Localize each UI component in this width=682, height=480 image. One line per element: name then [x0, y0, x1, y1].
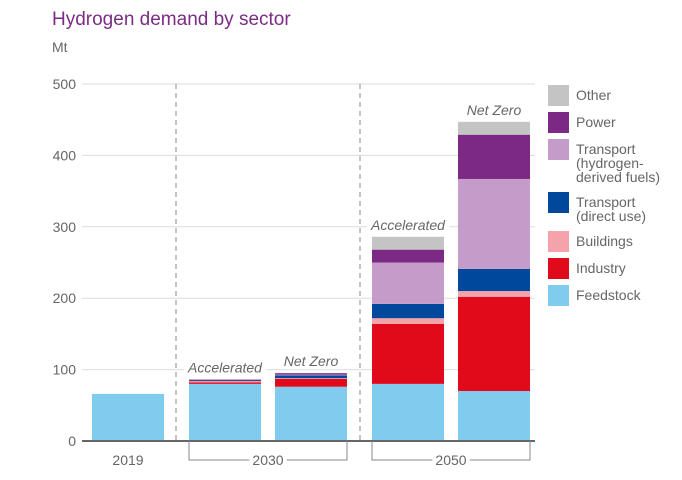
legend-label: Buildings	[576, 233, 633, 249]
scenario-label-bg	[184, 359, 267, 376]
bar-segment-other	[372, 236, 444, 250]
y-tick-label: 100	[53, 362, 77, 378]
bar-segment-transport-hydrogen-derived-fuels	[372, 262, 444, 304]
legend-swatch	[548, 258, 569, 279]
y-tick-label: 500	[53, 76, 77, 92]
legend-swatch	[548, 139, 569, 160]
bar-segment-power	[189, 379, 261, 381]
bar-segment-transport-hydrogen-derived-fuels	[458, 178, 530, 269]
y-axis-unit: Mt	[52, 39, 68, 55]
scenario-label: Accelerated	[187, 360, 263, 376]
bar-segment-transport-direct-use	[189, 380, 261, 382]
legend-label: Power	[576, 114, 616, 130]
chart-title: Hydrogen demand by sector	[52, 9, 291, 30]
bar-segment-power	[372, 249, 444, 263]
bar-segment-buildings	[275, 378, 347, 379]
bar-segment-other	[458, 121, 530, 135]
y-tick-label: 0	[68, 433, 76, 449]
scenario-label: Accelerated	[370, 217, 446, 233]
legend-label: Transport	[576, 194, 636, 210]
scenario-label-bg	[367, 216, 450, 233]
legend-label: (direct use)	[576, 208, 646, 224]
bar-segment-power	[458, 134, 530, 179]
x-category-label: 2030	[252, 452, 283, 468]
scenario-label-bg	[280, 353, 342, 370]
scenario-label: Net Zero	[284, 353, 339, 369]
legend-label: Transport	[576, 141, 636, 157]
x-axis-labels: 2019 2030 2050	[112, 441, 531, 468]
legend-label: (hydrogen-	[576, 155, 644, 171]
bar-segment-transport-hydrogen-derived-fuels	[275, 374, 347, 376]
scenario-label: Net Zero	[467, 102, 522, 118]
bar-segment-buildings	[458, 291, 530, 297]
x-category-label: 2019	[112, 452, 143, 468]
y-tick-label: 300	[53, 219, 77, 235]
legend-label: derived fuels)	[576, 169, 660, 185]
bar-segment-power	[275, 373, 347, 375]
bar-segment-feedstock	[275, 386, 347, 441]
x-category-label: 2050	[435, 452, 466, 468]
bar-segment-feedstock	[372, 383, 444, 441]
bars: Accelerated Net Zero Accelerated Net Zero	[92, 101, 530, 441]
bar-segment-feedstock	[189, 383, 261, 441]
y-tick-label: 200	[53, 290, 77, 306]
legend-label: Industry	[576, 260, 626, 276]
bar-segment-transport-direct-use	[458, 268, 530, 292]
legend-swatch	[548, 231, 569, 252]
bar-segment-industry	[275, 378, 347, 387]
bar-segment-transport-direct-use	[372, 303, 444, 319]
legend-label: Feedstock	[576, 287, 642, 303]
bar-segment-feedstock	[458, 391, 530, 441]
legend-swatch	[548, 192, 569, 213]
legend-swatch	[548, 112, 569, 133]
bar-segment-industry	[189, 382, 261, 384]
bar-segment-buildings	[372, 318, 444, 324]
bar-segment-feedstock	[92, 393, 164, 441]
group-bracket	[469, 441, 531, 461]
legend-swatch	[548, 285, 569, 306]
group-bracket	[286, 441, 348, 461]
legend-swatch	[548, 85, 569, 106]
bar-segment-buildings	[189, 381, 261, 383]
group-bracket	[371, 441, 433, 461]
bar-segment-industry	[372, 323, 444, 384]
y-tick-label: 400	[53, 147, 77, 163]
scenario-label-bg	[463, 101, 525, 118]
group-bracket	[188, 441, 250, 461]
bar-segment-industry	[458, 296, 530, 392]
y-axis-ticks: 0 100 200 300 400 500	[53, 76, 77, 449]
legend-label: Other	[576, 87, 611, 103]
group-dividers	[175, 84, 361, 441]
bar-segment-transport-direct-use	[275, 375, 347, 379]
